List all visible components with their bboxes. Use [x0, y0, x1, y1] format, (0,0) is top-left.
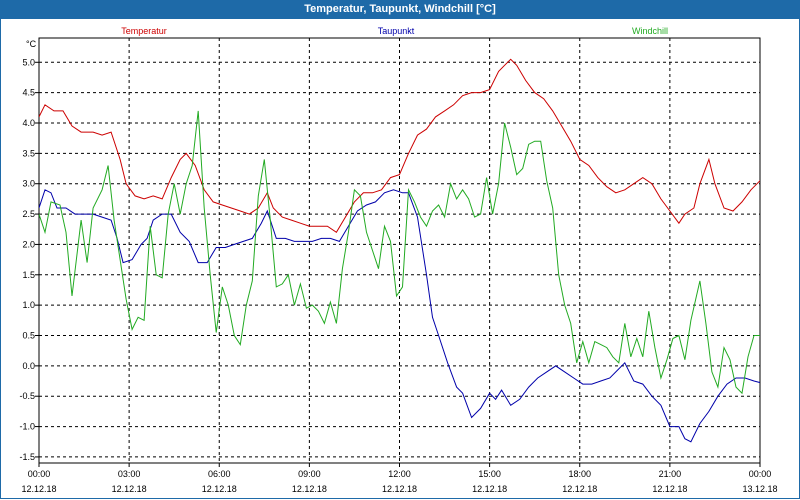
legend-entry-taupunkt: Taupunkt — [378, 26, 415, 36]
x-tick-time: 06:00 — [208, 469, 231, 479]
x-tick-date: 12.12.18 — [652, 484, 687, 494]
y-tick-label: 5.0 — [22, 57, 35, 67]
y-tick-label: -1.0 — [19, 422, 35, 432]
y-tick-label: 1.5 — [22, 270, 35, 280]
grid-lines — [39, 38, 760, 463]
x-tick-time: 00:00 — [28, 469, 51, 479]
x-tick-time: 21:00 — [659, 469, 682, 479]
x-tick-time: 00:00 — [749, 469, 772, 479]
x-tick-date: 12.12.18 — [562, 484, 597, 494]
y-tick-label: 2.0 — [22, 239, 35, 249]
y-tick-label: 0.5 — [22, 331, 35, 341]
y-tick-label: 4.5 — [22, 88, 35, 98]
y-tick-label: -1.5 — [19, 452, 35, 462]
y-axis-ticks: -1.5 -1.0 -0.5 0.0 0.5 1.0 1.5 2.0 2.5 3.0 3.5 4.0 4… — [19, 57, 39, 462]
chart-title: Temperatur, Taupunkt, Windchill [°C] — [0, 0, 800, 19]
legend: Temperatur Taupunkt Windchill — [121, 26, 668, 36]
x-tick-date: 12.12.18 — [112, 484, 147, 494]
x-tick-date: 12.12.18 — [21, 484, 56, 494]
series-lines — [39, 58, 760, 443]
y-tick-label: 3.5 — [22, 148, 35, 158]
legend-entry-temperatur: Temperatur — [121, 26, 167, 36]
x-tick-date: 12.12.18 — [202, 484, 237, 494]
x-tick-time: 09:00 — [298, 469, 321, 479]
y-axis-label: °C — [26, 39, 37, 49]
series-line-windchill — [39, 110, 760, 395]
y-tick-label: 1.0 — [22, 300, 35, 310]
y-tick-label: 4.0 — [22, 118, 35, 128]
x-tick-date: 12.12.18 — [292, 484, 327, 494]
x-tick-time: 18:00 — [568, 469, 591, 479]
series-line-temperatur — [39, 58, 760, 234]
x-tick-time: 12:00 — [388, 469, 411, 479]
y-tick-label: 2.5 — [22, 209, 35, 219]
x-tick-date: 13.12.18 — [742, 484, 777, 494]
y-tick-label: 0.0 — [22, 361, 35, 371]
x-tick-time: 15:00 — [478, 469, 501, 479]
y-tick-label: -0.5 — [19, 391, 35, 401]
legend-entry-windchill: Windchill — [632, 26, 668, 36]
series-line-taupunkt — [39, 189, 760, 443]
x-tick-date: 12.12.18 — [382, 484, 417, 494]
x-tick-time: 03:00 — [118, 469, 141, 479]
y-tick-label: 3.0 — [22, 179, 35, 189]
x-axis-ticks: 00:00 12.12.18 03:00 12.12.18 06:00 12.12.18 0… — [21, 463, 778, 494]
x-tick-date: 12.12.18 — [472, 484, 507, 494]
